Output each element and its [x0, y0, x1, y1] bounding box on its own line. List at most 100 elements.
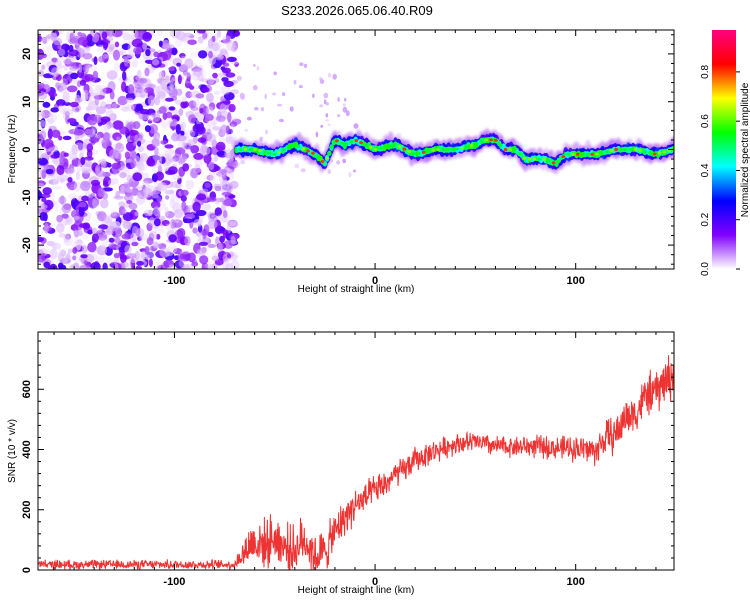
spectrogram-cell: [142, 42, 147, 51]
spectrogram-cell: [121, 81, 127, 92]
spectrogram-cell: [215, 115, 226, 122]
spectrogram-cell: [165, 155, 171, 166]
spectrogram-cell: [126, 76, 132, 84]
spectrogram-cell: [226, 253, 232, 259]
spectrogram-cell: [508, 148, 513, 151]
spectrogram-cell: [327, 150, 332, 156]
spectrogram-cell: [272, 152, 277, 156]
spectrogram-cell: [188, 100, 197, 109]
spectrogram-cell: [234, 61, 239, 67]
spectrogram-cell: [662, 150, 667, 154]
spectrogram-cell: [327, 123, 331, 127]
spectrogram-cell: [100, 101, 107, 108]
spectrogram-cell: [176, 228, 186, 238]
spectrogram-cell: [206, 174, 214, 181]
spectrogram-cell: [80, 254, 88, 259]
spectrogram-cell: [60, 254, 69, 265]
spectrogram-cell: [135, 103, 143, 112]
spectrogram-cell: [45, 46, 52, 56]
spectrogram-cell: [156, 233, 161, 240]
spectrogram-cell: [312, 93, 315, 99]
spectrogram-cell: [213, 155, 219, 162]
spectrogram-cell: [59, 177, 65, 184]
spectrogram-cell: [153, 206, 161, 217]
spectrogram-cell: [590, 152, 594, 156]
spectrogram-cell: [134, 92, 145, 98]
spectrogram-cell: [96, 256, 105, 263]
spectrogram-cell: [224, 152, 233, 159]
spectrogram-cell: [648, 151, 652, 155]
spectrogram-cell: [208, 102, 216, 111]
spectrogram-cell: [209, 174, 216, 182]
spectrogram-cell: [450, 148, 455, 151]
spectrogram-cell: [100, 158, 107, 169]
spectrogram-cell: [344, 142, 349, 146]
spectrogram-cell: [158, 40, 163, 47]
spectrogram-x-tick-label: 0: [372, 275, 378, 287]
spectrogram-cell: [595, 152, 599, 156]
spectrogram-cell: [342, 103, 346, 107]
spectrogram-cell: [532, 157, 537, 161]
spectrogram-cell: [513, 148, 517, 151]
spectrogram-cell: [223, 240, 234, 249]
spectrogram-cell: [123, 56, 129, 67]
spectrogram-cell: [183, 70, 189, 76]
spectrogram-cell: [74, 97, 83, 103]
spectrogram-cell: [225, 72, 236, 78]
spectrogram-cell: [187, 39, 197, 45]
spectrogram-cell: [39, 204, 48, 210]
snr-x-tick-label: 100: [567, 576, 585, 588]
spectrogram-cell: [106, 36, 114, 42]
spectrogram-cell: [397, 145, 402, 149]
spectrogram-cell: [95, 84, 102, 91]
spectrogram-cell: [145, 49, 151, 57]
spectrogram-cell: [56, 64, 62, 75]
spectrogram-cell: [121, 233, 133, 240]
spectrogram-cell: [82, 52, 93, 60]
spectrogram-cell: [122, 32, 131, 41]
spectrogram-cell: [197, 126, 206, 135]
spectrogram-cell: [325, 113, 329, 118]
spectrogram-cell: [58, 104, 64, 113]
spectrogram-cell: [188, 114, 197, 124]
spectrogram-cell: [77, 36, 88, 46]
snr-series-line: [38, 355, 674, 570]
spectrogram-cell: [337, 114, 341, 118]
spectrogram-cell: [108, 148, 119, 160]
spectrogram-cell: [58, 30, 65, 35]
spectrogram-cell: [154, 96, 160, 106]
spectrogram-cell: [193, 98, 200, 107]
spectrogram-cell: [38, 69, 44, 77]
spectrogram-cell: [140, 254, 150, 259]
spectrogram-cell: [474, 142, 479, 146]
snr-y-tick-label: 400: [21, 440, 33, 458]
spectrogram-cell: [218, 72, 226, 78]
spectrogram-cell: [277, 150, 282, 154]
spectrogram-cell: [585, 152, 590, 156]
spectrogram-cell: [87, 229, 93, 235]
spectrogram-cell: [133, 46, 143, 55]
spectrogram-cell: [206, 92, 214, 103]
spectrogram-cell: [147, 119, 153, 124]
spectrogram-cell: [183, 218, 193, 224]
spectrogram-cell: [383, 145, 387, 149]
colorbar-tick-label: 0.6: [700, 114, 711, 128]
spectrogram-cell: [199, 255, 209, 265]
spectrogram-cell: [115, 191, 120, 198]
spectrogram-cell: [412, 152, 416, 156]
spectrogram-cell: [138, 165, 148, 172]
spectrogram-cell: [116, 136, 121, 141]
spectrogram-cell: [484, 138, 489, 142]
spectrogram-cell: [96, 245, 108, 256]
spectrogram-cell: [102, 87, 113, 94]
spectrogram-cell: [303, 63, 308, 68]
spectrogram-cell: [45, 123, 52, 127]
spectrogram-cell: [107, 123, 114, 128]
spectrogram-cell: [45, 168, 54, 175]
spectrogram-cell: [145, 185, 157, 195]
spectrogram-cell: [204, 182, 211, 188]
spectrogram-cell: [108, 243, 117, 249]
spectrogram-cell: [225, 161, 237, 167]
spectrogram-cell: [298, 85, 303, 89]
spectrogram-cell: [80, 46, 90, 54]
